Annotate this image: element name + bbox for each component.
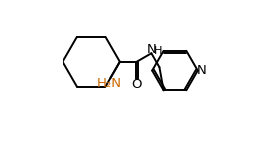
Text: N: N (197, 64, 206, 77)
Text: H: H (154, 46, 163, 56)
Text: N: N (147, 43, 157, 56)
Text: H₂N: H₂N (97, 77, 122, 90)
Text: O: O (131, 78, 142, 91)
